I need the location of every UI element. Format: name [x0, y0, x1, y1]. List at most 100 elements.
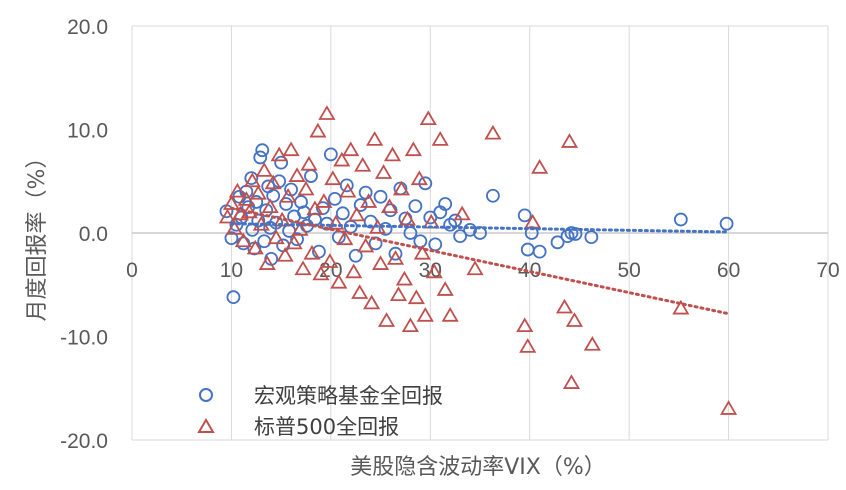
sp500-point	[327, 214, 345, 230]
macro-fund-point	[327, 191, 342, 206]
sp500-point	[336, 230, 354, 246]
legend-triangle-marker	[197, 418, 215, 433]
sp500-point	[413, 244, 431, 260]
macro-fund-point	[266, 188, 281, 203]
sp500-point	[330, 273, 348, 289]
sp500-point	[453, 205, 471, 221]
sp500-point	[291, 221, 309, 236]
sp500-point	[309, 122, 327, 138]
sp500-point	[436, 281, 454, 296]
sp500-point	[380, 198, 399, 214]
y-tick-label: 20.0	[67, 16, 108, 39]
sp500-point	[360, 193, 378, 208]
sp500-point	[484, 124, 502, 140]
macro-fund-point	[224, 231, 239, 246]
legend-circle-marker	[199, 388, 213, 402]
sp500-point	[383, 146, 402, 162]
macro-fund-point	[550, 235, 565, 250]
sp500-point	[425, 263, 443, 279]
sp500-point	[410, 170, 428, 186]
sp500-point	[386, 250, 405, 265]
sp500-point	[672, 299, 690, 315]
macro-fund-point	[719, 216, 734, 231]
macro-fund-point	[368, 236, 383, 251]
sp500-point	[348, 206, 366, 222]
sp500-point	[228, 182, 246, 198]
y-tick-label: -10.0	[60, 327, 108, 350]
macro-fund-point	[353, 198, 368, 212]
sp500-point	[306, 200, 324, 216]
sp500-point	[218, 208, 237, 224]
macro-fund-point	[274, 155, 289, 170]
x-tick-label: 60	[717, 259, 740, 282]
macro-fund-point	[244, 171, 259, 186]
macro-fund-point	[388, 246, 403, 261]
sp500-point	[395, 270, 414, 286]
x-tick-label: 10	[220, 259, 243, 282]
sp500-point	[466, 260, 484, 276]
sp500-point	[282, 141, 300, 157]
macro-fund-point	[408, 199, 423, 213]
macro-fund-point	[249, 195, 264, 209]
macro-fund-point	[428, 237, 443, 252]
sp500-point	[261, 198, 279, 214]
sp500-point	[246, 239, 264, 255]
sp500-point	[516, 317, 534, 333]
macro-fund-point	[335, 206, 350, 221]
macro-fund-point	[269, 215, 284, 230]
sp500-point	[401, 317, 419, 333]
macro-fund-point	[348, 248, 363, 263]
macro-fund-point	[486, 188, 500, 203]
sp500-point	[342, 141, 360, 157]
sp500-point	[324, 170, 342, 186]
sp500-point	[303, 244, 321, 260]
sp500-point	[562, 374, 581, 389]
macro-fund-point	[532, 244, 547, 259]
sp500-point	[407, 289, 425, 305]
macro-fund-point	[226, 290, 241, 305]
sp500-point	[441, 307, 459, 322]
sp500-point	[351, 284, 369, 299]
sp500-point	[363, 294, 381, 310]
macro-fund-point	[438, 197, 453, 211]
x-tick-label: 40	[518, 259, 541, 282]
sp500-point	[392, 180, 411, 196]
sp500-point	[357, 237, 375, 253]
sp500-point	[531, 159, 549, 174]
macro-fund-point	[673, 212, 688, 227]
macro-fund-point	[453, 229, 468, 244]
macro-fund-point	[373, 189, 388, 204]
sp500-point	[565, 312, 584, 327]
legend: 宏观策略基金全回报 标普500全回报	[197, 384, 443, 439]
sp500-point	[270, 146, 288, 162]
sp500-point	[345, 263, 363, 279]
legend-label-sp500: 标普500全回报	[254, 415, 399, 439]
sp500-point	[389, 286, 408, 301]
sp500-point	[560, 133, 579, 148]
y-tick-label: 10.0	[67, 120, 108, 143]
sp500-point	[555, 298, 574, 314]
y-axis-label: 月度回报率（%）	[25, 147, 50, 322]
macro-fund-point	[378, 221, 393, 236]
sp500-point	[419, 110, 437, 126]
y-tick-label: -20.0	[60, 430, 108, 453]
sp500-point	[234, 232, 252, 248]
macro-fund-point	[290, 232, 304, 247]
macro-fund-point	[323, 147, 338, 162]
sp500-trendline	[229, 206, 731, 316]
sp500-point	[720, 400, 738, 415]
sp500-point	[255, 162, 273, 177]
sp500-point	[374, 164, 393, 179]
sp500-point	[372, 255, 390, 270]
macro-fund-point	[253, 150, 268, 165]
sp500-point	[377, 312, 396, 327]
macro-fund-point	[255, 143, 270, 158]
sp500-point	[237, 191, 255, 206]
sp500-point	[366, 131, 384, 146]
x-tick-label: 50	[617, 259, 640, 282]
sp500-point	[249, 184, 267, 200]
sp500-point	[225, 220, 243, 235]
sp500-point	[321, 253, 339, 268]
